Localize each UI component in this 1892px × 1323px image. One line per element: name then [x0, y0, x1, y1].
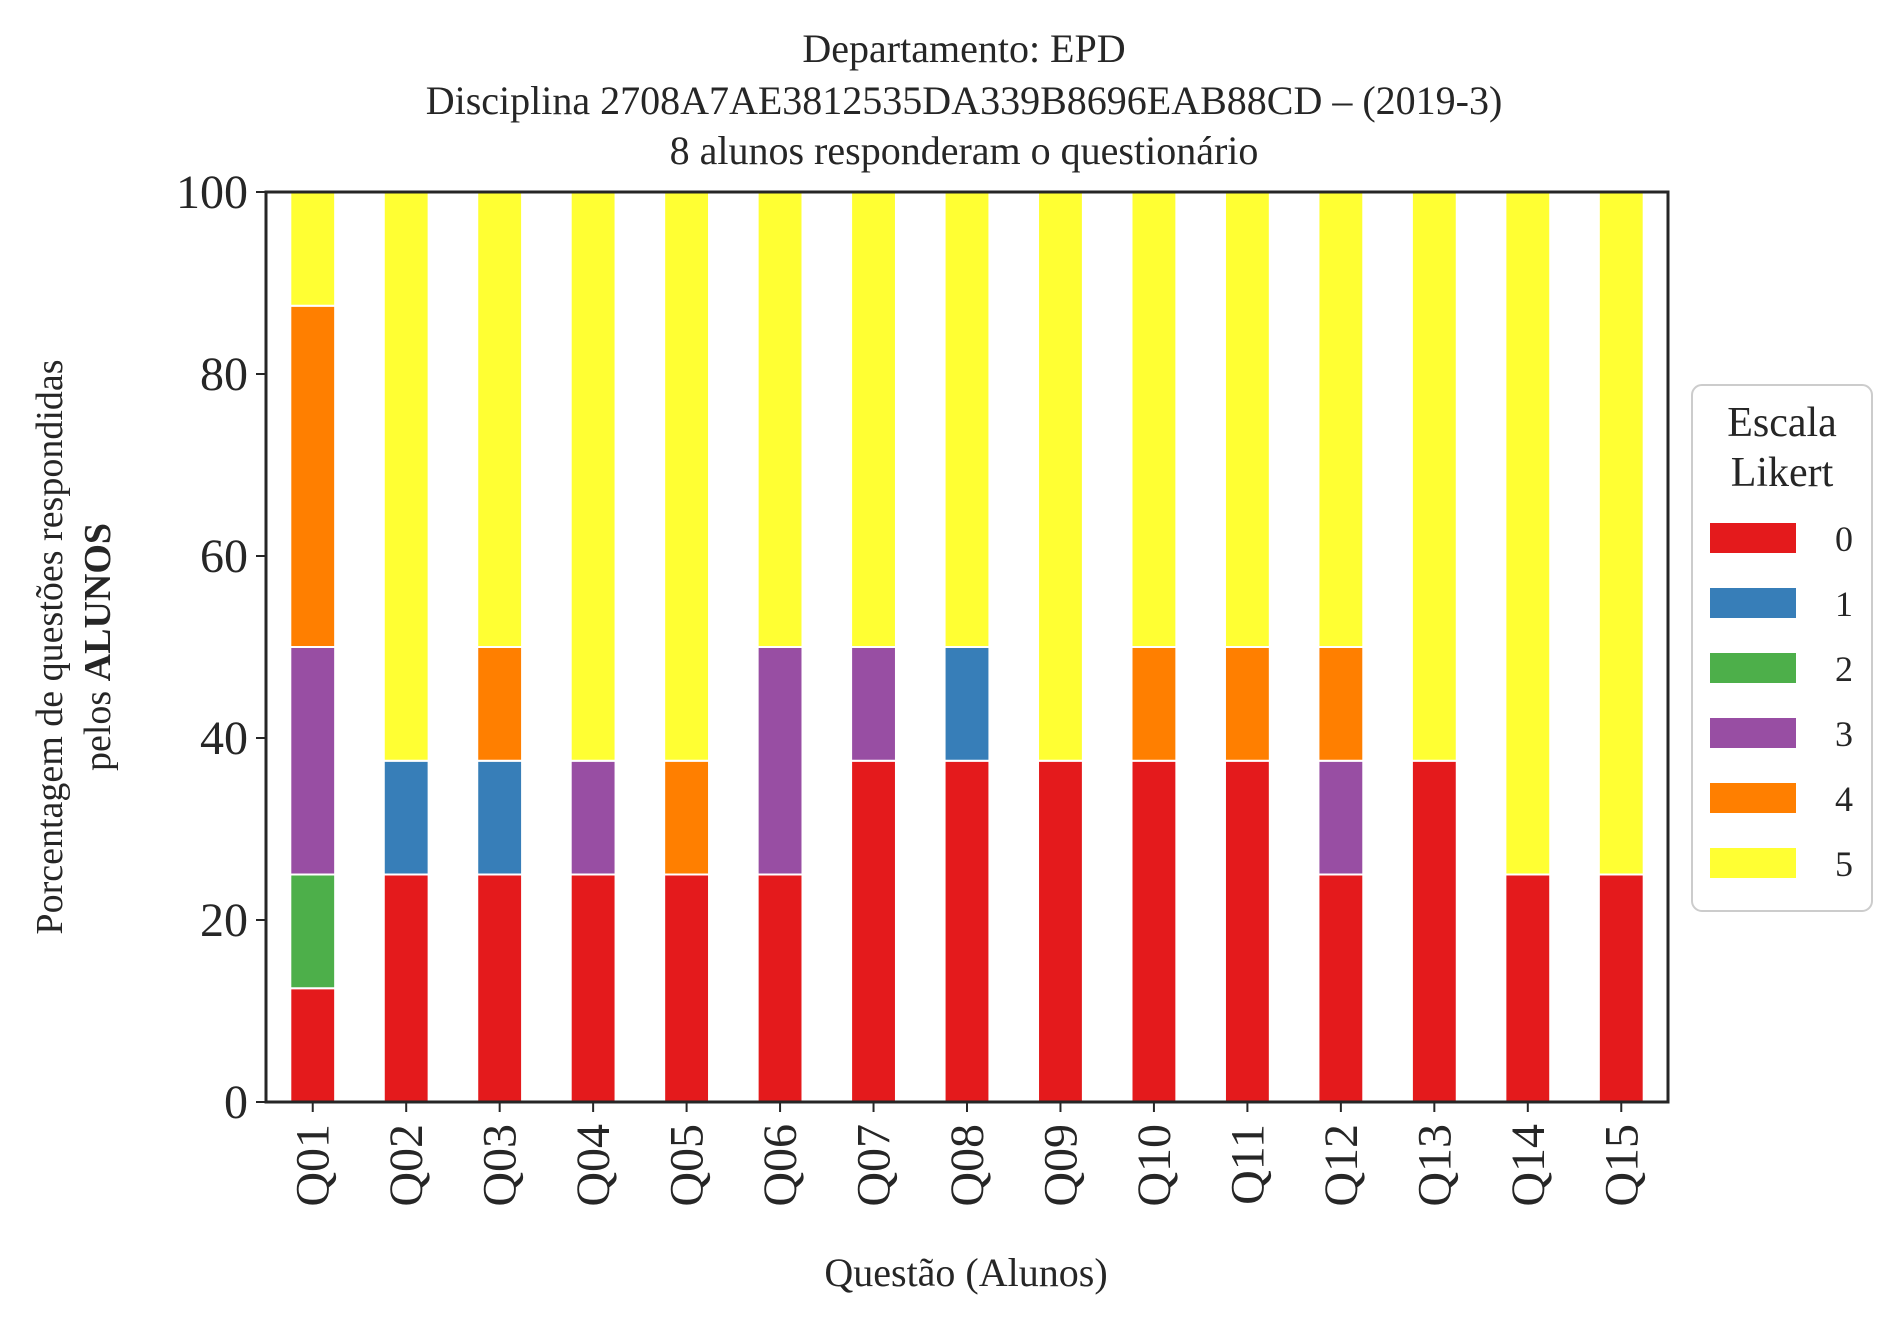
legend-items: 0 1 2 3 4 5 — [1710, 519, 1853, 884]
bar-segment-q03-likert-0 — [476, 873, 524, 1103]
bar-segment-q06-likert-3 — [756, 646, 804, 876]
bar-segment-q05-likert-0 — [663, 873, 711, 1103]
bar-segment-q13-likert-5 — [1410, 191, 1458, 762]
bar-segment-q02-likert-5 — [382, 191, 430, 762]
legend-label-4: 4 — [1835, 779, 1853, 819]
legend-swatch-2 — [1710, 653, 1796, 683]
legend-label-5: 5 — [1835, 844, 1853, 884]
x-tick-label-q09: Q09 — [1035, 1124, 1088, 1207]
bar-segment-q01-likert-0 — [289, 987, 337, 1103]
bars-layer — [289, 191, 1645, 1103]
x-tick-label-q14: Q14 — [1502, 1124, 1555, 1207]
x-tick-label-q03: Q03 — [474, 1124, 527, 1207]
y-axis: 0 20 40 60 80 100 — [176, 166, 266, 1129]
bar-segment-q13-likert-0 — [1410, 759, 1458, 1103]
legend-label-1: 1 — [1835, 584, 1853, 624]
title-line-2: Disciplina 2708A7AE3812535DA339B8696EAB8… — [426, 78, 1503, 123]
title-line-3: 8 alunos responderam o questionário — [670, 128, 1259, 173]
x-tick-label-q13: Q13 — [1408, 1124, 1461, 1207]
y-tick-label: 20 — [200, 894, 248, 947]
x-tick-label-q15: Q15 — [1595, 1124, 1648, 1207]
bar-segment-q04-likert-3 — [569, 759, 617, 876]
title-line-1: Departamento: EPD — [802, 26, 1125, 71]
bar-segment-q10-likert-5 — [1130, 191, 1178, 648]
bar-segment-q06-likert-0 — [756, 873, 804, 1103]
bar-segment-q05-likert-4 — [663, 759, 711, 876]
bar-segment-q08-likert-0 — [943, 759, 991, 1103]
y-tick-label: 80 — [200, 348, 248, 401]
bar-segment-q09-likert-0 — [1037, 759, 1084, 1103]
legend-label-0: 0 — [1835, 519, 1853, 559]
legend-swatch-4 — [1710, 783, 1796, 813]
bar-segment-q11-likert-5 — [1223, 191, 1271, 648]
y-tick-label: 100 — [176, 166, 248, 219]
plot-frame — [264, 190, 1670, 1104]
bar-segment-q01-likert-4 — [289, 304, 337, 648]
y-axis-label-bold: ALUNOS — [77, 523, 119, 681]
legend-title-line-2: Likert — [1731, 450, 1834, 496]
bar-segment-q05-likert-5 — [663, 191, 711, 762]
x-tick-label-q12: Q12 — [1315, 1124, 1368, 1207]
legend-swatch-5 — [1710, 848, 1796, 878]
chart-title: Departamento: EPD Disciplina 2708A7AE381… — [426, 26, 1503, 173]
x-tick-label-q07: Q07 — [848, 1124, 901, 1207]
bar-segment-q07-likert-5 — [850, 191, 897, 648]
legend-swatch-1 — [1710, 588, 1796, 618]
y-axis-label-line-2: pelos ALUNOS — [77, 523, 119, 771]
bar-segment-q04-likert-0 — [569, 873, 617, 1103]
x-tick-label-q02: Q02 — [380, 1124, 433, 1207]
bar-segment-q03-likert-1 — [476, 759, 524, 876]
bar-segment-q08-likert-1 — [943, 646, 991, 762]
x-tick-label-q11: Q11 — [1221, 1124, 1274, 1205]
legend-label-3: 3 — [1835, 714, 1853, 754]
bar-segment-q03-likert-5 — [476, 191, 524, 648]
bar-segment-q15-likert-5 — [1597, 191, 1645, 876]
bar-segment-q12-likert-0 — [1317, 873, 1365, 1103]
y-axis-label-line-1: Porcentagem de questões respondidas — [29, 359, 71, 934]
bar-segment-q01-likert-3 — [289, 646, 337, 876]
bar-segment-q03-likert-4 — [476, 646, 524, 762]
bar-segment-q12-likert-3 — [1317, 759, 1365, 876]
bar-segment-q01-likert-5 — [289, 191, 337, 307]
x-tick-label-q10: Q10 — [1128, 1124, 1181, 1207]
x-axis: Q01 Q02 Q03 Q04 Q05 Q06 Q07 Q08 Q09 Q10 Q11 Q12 Q13 Q… — [287, 1102, 1648, 1207]
bar-segment-q09-likert-5 — [1037, 191, 1084, 762]
legend: Escala Likert 0 1 2 3 4 5 — [1691, 384, 1873, 912]
bar-segment-q11-likert-0 — [1223, 759, 1271, 1103]
bar-segment-q10-likert-4 — [1130, 646, 1178, 762]
y-tick-label: 0 — [224, 1076, 248, 1129]
bar-segment-q12-likert-5 — [1317, 191, 1365, 648]
bar-segment-q10-likert-0 — [1130, 759, 1178, 1103]
x-axis-label: Questão (Alunos) — [824, 1250, 1107, 1295]
bar-segment-q08-likert-5 — [943, 191, 991, 648]
bar-segment-q04-likert-5 — [569, 191, 617, 762]
legend-swatch-3 — [1710, 718, 1796, 748]
bar-segment-q07-likert-3 — [850, 646, 897, 762]
x-tick-label-q05: Q05 — [661, 1124, 714, 1207]
legend-swatch-0 — [1710, 523, 1796, 553]
bar-segment-q06-likert-5 — [756, 191, 804, 648]
bar-segment-q07-likert-0 — [850, 759, 897, 1103]
bar-segment-q14-likert-5 — [1504, 191, 1552, 876]
x-tick-label-q08: Q08 — [941, 1124, 994, 1207]
y-tick-label: 40 — [200, 712, 248, 765]
bar-segment-q11-likert-4 — [1223, 646, 1271, 762]
y-tick-label: 60 — [200, 530, 248, 583]
x-tick-label-q06: Q06 — [754, 1124, 807, 1207]
bar-segment-q12-likert-4 — [1317, 646, 1365, 762]
y-axis-label-prefix: pelos — [77, 681, 119, 771]
bar-segment-q14-likert-0 — [1504, 873, 1552, 1103]
bar-segment-q15-likert-0 — [1597, 873, 1645, 1103]
x-tick-label-q04: Q04 — [567, 1124, 620, 1207]
legend-title-line-1: Escala — [1727, 400, 1837, 446]
bar-segment-q02-likert-1 — [382, 759, 430, 876]
bar-segment-q02-likert-0 — [382, 873, 430, 1103]
bar-segment-q01-likert-2 — [289, 873, 337, 990]
legend-label-2: 2 — [1835, 649, 1853, 689]
legend-frame — [1691, 384, 1873, 912]
y-axis-label: Porcentagem de questões respondidas pelo… — [29, 359, 119, 934]
x-tick-label-q01: Q01 — [287, 1124, 340, 1207]
